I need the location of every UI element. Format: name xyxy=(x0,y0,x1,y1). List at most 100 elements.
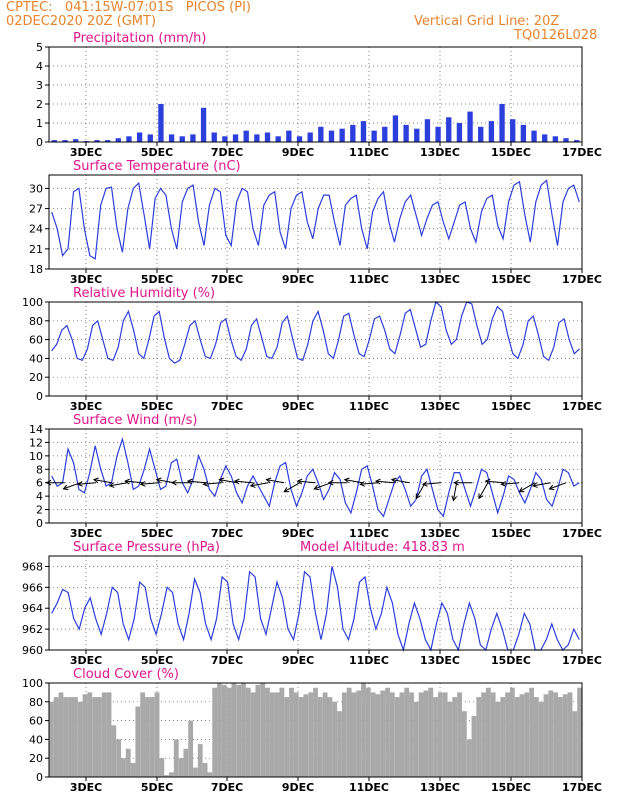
wind-arrow xyxy=(265,477,285,484)
wind-arrow xyxy=(139,481,159,487)
cloud-xtick-label: 9DEC xyxy=(282,781,314,794)
cloud-ytick-label: 20 xyxy=(29,752,43,765)
cloud-bar xyxy=(509,687,515,777)
wind-arrow xyxy=(343,477,363,484)
rh-panel: Relative Humidity (%) 0 20 40 60 80 100 3DEC 5DE… xyxy=(22,286,602,413)
wind-arrow-shaft xyxy=(314,482,332,490)
temp-ytick-label: 21 xyxy=(29,243,43,256)
wind-arrow xyxy=(218,477,238,484)
press-ytick-label: 964 xyxy=(22,602,43,615)
temp-xtick-label: 15DEC xyxy=(491,273,531,286)
temp-xtick-label: 7DEC xyxy=(211,273,243,286)
precip-bar xyxy=(243,130,249,142)
wind-arrow xyxy=(421,481,441,487)
cloud-bar xyxy=(457,692,462,777)
cloud-bar xyxy=(58,692,64,777)
wind-arrow-shaft xyxy=(93,479,112,484)
precip-bar xyxy=(168,134,175,142)
press-line xyxy=(51,566,580,653)
wind-arrow-shaft xyxy=(391,479,410,484)
cloud-bar xyxy=(529,687,534,777)
cloud-bar xyxy=(188,720,194,777)
precip-bar xyxy=(51,140,57,142)
wind-arrow-shaft xyxy=(344,479,363,484)
temp-xtick-label: 3DEC xyxy=(70,273,102,286)
cloud-bar xyxy=(159,758,165,777)
precip-bar xyxy=(414,128,420,142)
cloud-bar xyxy=(428,687,434,777)
wind-arrow-shaft xyxy=(501,482,520,485)
cloud-bar xyxy=(308,692,314,777)
precip-bar xyxy=(328,130,335,142)
rh-xtick-label: 3DEC xyxy=(70,400,102,413)
precip-bar xyxy=(136,132,143,142)
cloud-bar xyxy=(87,692,93,777)
cloud-xtick-label: 17DEC xyxy=(562,781,602,794)
wind-arrow-head xyxy=(202,481,209,487)
precip-ytick-label: 5 xyxy=(36,41,43,54)
wind-arrow xyxy=(390,477,410,484)
press-xtick-label: 7DEC xyxy=(211,654,243,667)
cloud-bar xyxy=(111,725,117,777)
wind-arrow-head xyxy=(124,478,130,485)
cloud-bar xyxy=(274,692,280,777)
wind-title: Surface Wind (m/s) xyxy=(73,413,197,428)
wind-arrow-head xyxy=(296,478,303,485)
precip-bar xyxy=(382,126,388,142)
wind-arrow-head xyxy=(313,484,320,491)
wind-ytick-label: 0 xyxy=(36,517,43,530)
cloud-bar xyxy=(145,697,150,777)
wind-xtick-label: 13DEC xyxy=(420,527,460,540)
cloud-bar xyxy=(356,690,362,777)
cloud-bar xyxy=(140,692,146,777)
cloud-bar xyxy=(236,684,242,777)
precip-xtick-label: 11DEC xyxy=(349,146,389,159)
rh-ytick-label: 20 xyxy=(29,371,43,384)
precip-bar xyxy=(296,136,303,142)
cloud-bar xyxy=(553,692,558,777)
wind-arrow-shaft xyxy=(250,482,269,487)
wind-arrow xyxy=(186,478,206,485)
rh-xtick-label: 11DEC xyxy=(349,400,389,413)
wind-xtick-label: 15DEC xyxy=(491,527,531,540)
cloud-ytick-label: 100 xyxy=(22,677,43,690)
cloud-bar xyxy=(351,692,357,777)
wind-arrow-shaft xyxy=(234,480,253,484)
cloud-bar xyxy=(226,687,232,777)
temp-frame xyxy=(48,174,583,270)
temp-ytick-label: 30 xyxy=(29,182,43,195)
cloud-bar xyxy=(481,692,486,777)
rh-xtick-label: 9DEC xyxy=(282,400,314,413)
precip-ytick-label: 2 xyxy=(36,98,43,111)
rh-line xyxy=(51,300,580,364)
precip-bar xyxy=(104,140,111,142)
cloud-bar xyxy=(313,687,318,777)
precip-bar xyxy=(478,126,484,142)
cloud-bar xyxy=(557,697,563,777)
cloud-bar xyxy=(380,690,386,777)
cloud-bar xyxy=(265,687,270,777)
precip-ytick-label: 3 xyxy=(36,79,43,92)
cloud-bar xyxy=(154,692,160,777)
cloud-bar xyxy=(533,697,539,777)
wind-arrow-head xyxy=(139,481,146,487)
wind-xtick-label: 9DEC xyxy=(282,527,314,540)
cloud-bar xyxy=(413,701,419,777)
cloud-bar xyxy=(332,701,338,777)
press-panel: Surface Pressure (hPa) Model Altitude: 41… xyxy=(22,540,602,667)
cloud-ytick-label: 40 xyxy=(29,733,43,746)
precip-bar xyxy=(424,119,431,142)
cloud-bar xyxy=(317,697,323,777)
wind-ytick-label: 8 xyxy=(36,463,43,476)
cloud-bar xyxy=(572,711,578,777)
wind-arrow-head xyxy=(390,477,397,484)
press-xtick-label: 3DEC xyxy=(70,654,102,667)
rh-xtick-label: 17DEC xyxy=(562,400,602,413)
precip-bar xyxy=(435,126,441,142)
wind-ytick-label: 10 xyxy=(29,450,43,463)
cloud-bar xyxy=(389,692,395,777)
precip-frame xyxy=(48,46,583,143)
cloud-bar xyxy=(255,684,261,777)
wind-arrow-head xyxy=(453,479,459,486)
precip-ytick-label: 4 xyxy=(36,60,43,73)
